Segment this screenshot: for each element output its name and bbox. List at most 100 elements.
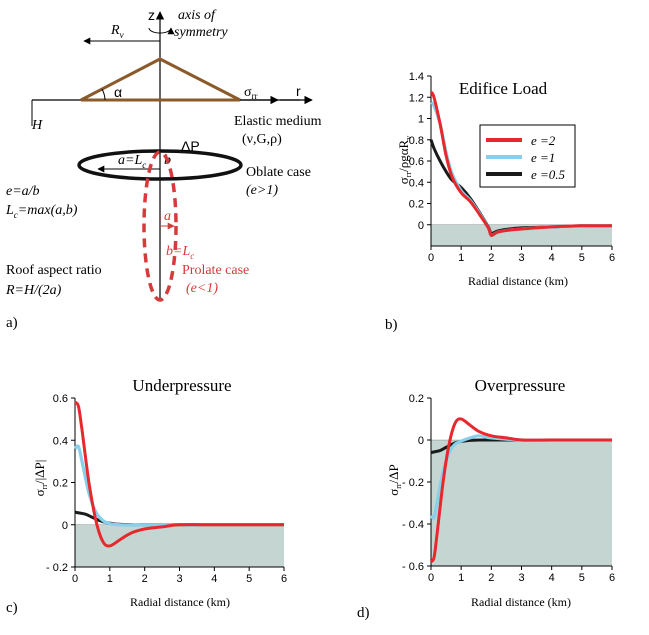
y-tick-label: 0 (62, 520, 68, 532)
x-tick-label: 2 (488, 572, 494, 584)
y-tick-label: 0.2 (409, 199, 424, 211)
sigma-label: σrr (244, 85, 258, 101)
x-tick-label: 3 (518, 572, 524, 584)
prolate-case-label: Prolate case (182, 263, 249, 278)
roof-ratio-def: R=H/(2a) (5, 283, 62, 298)
panel-label-c: c) (6, 600, 18, 616)
rotation-arrow-icon (148, 27, 175, 35)
legend-label: e =0.5 (531, 167, 566, 182)
oblate-reservoir (77, 149, 243, 181)
r-label: r (296, 83, 301, 99)
x-tick-label: 3 (176, 573, 182, 585)
y-tick-label: 0.6 (409, 156, 424, 168)
chart-title: Underpressure (132, 376, 231, 395)
y-axis-label-sub: rr (40, 484, 49, 490)
y-tick-label: 0 (418, 435, 424, 447)
y-axis-label-sub: rr (394, 483, 403, 489)
y-axis-label: σrr/|ΔP| (32, 460, 49, 497)
y-axis-label-rest: /ρgαR (396, 139, 411, 171)
shaded-region (431, 224, 612, 246)
y-axis-label-sub2: v (404, 136, 413, 140)
x-tick-label: 4 (211, 573, 217, 585)
y-tick-label: - 0.6 (402, 561, 424, 573)
x-axis-label: Radial distance (km) (471, 595, 571, 609)
chart-edifice-load: 0 1 2 3 4 5 6 0 0.2 0.4 0.6 0.8 1 1.2 1.4 Edifice Load R… (396, 71, 615, 288)
schematic-panel: z axis of symmetry Rv α σrr r H Elastic … (5, 7, 322, 302)
y-tick-label: 1.4 (409, 71, 424, 83)
y-tick-label: 0.6 (53, 393, 68, 405)
y-tick-label: 0.4 (409, 177, 424, 189)
chart-title: Overpressure (475, 376, 566, 395)
series-line-e1 (73, 444, 284, 527)
x-tick-label: 6 (281, 573, 287, 585)
x-tick-label: 2 (488, 252, 494, 264)
x-tick-label: 0 (428, 252, 434, 264)
x-tick-label: 0 (428, 572, 434, 584)
y-axis-label-sigma: σ (386, 489, 401, 496)
chart-title: Edifice Load (459, 79, 548, 98)
axis-label-line1: axis of (178, 8, 217, 23)
series-line-e2 (73, 400, 284, 548)
elastic-medium-label: Elastic medium (234, 114, 322, 129)
x-tick-label: 5 (579, 252, 585, 264)
x-tick-label: 3 (518, 252, 524, 264)
b-eq-lc-label: b=Lc (166, 244, 194, 261)
x-axis-label: Radial distance (km) (130, 595, 230, 609)
y-tick-label: 0.4 (53, 435, 68, 447)
y-axis-label: σrr/ΔP (386, 464, 403, 496)
shaded-region (431, 440, 612, 566)
x-tick-label: 4 (549, 252, 555, 264)
lc-definition: Lc=max(a,b) (5, 203, 78, 220)
x-tick-label: 5 (246, 573, 252, 585)
a-prolate-label: a (164, 209, 171, 224)
alpha-arc (101, 88, 106, 101)
x-tick-label: 4 (549, 572, 555, 584)
x-tick-label: 1 (458, 252, 464, 264)
series-line-e2 (429, 90, 613, 237)
roof-ratio-label: Roof aspect ratio (6, 263, 102, 278)
series-line-e2 (429, 417, 612, 563)
y-tick-label: 0.2 (409, 393, 424, 405)
y-axis-label-sigma: σ (396, 177, 411, 184)
y-axis-label: σrr/ρgαRv (396, 136, 413, 184)
y-axis-label-sigma: σ (32, 489, 47, 496)
y-axis-label-sub: rr (404, 172, 413, 178)
rv-label: Rv (110, 23, 124, 40)
chart-underpressure: 0 1 2 3 4 5 6 - 0.2 0 0.2 0.4 0.6 Underpressure Radia… (32, 376, 287, 609)
y-tick-label: 1 (418, 114, 424, 126)
oblate-condition-label: (e>1) (246, 183, 278, 198)
y-tick-label: - 0.2 (402, 477, 424, 489)
y-tick-label: 0.2 (53, 478, 68, 490)
legend-label: e =2 (531, 133, 556, 148)
panel-label-d: d) (357, 605, 370, 621)
y-tick-label: 1.2 (409, 92, 424, 104)
chart-overpressure: 0 1 2 3 4 5 6 - 0.6 - 0.4 - 0.2 0 0.2 Overpressure Ra… (386, 376, 615, 609)
axis-label-line2: symmetry (174, 25, 228, 40)
panel-label-b: b) (385, 317, 398, 333)
e-definition: e=a/b (6, 184, 40, 199)
z-label: z (148, 7, 155, 23)
y-axis-label-rest: /|ΔP| (32, 460, 47, 484)
y-tick-label: - 0.2 (46, 562, 68, 574)
x-tick-label: 1 (458, 572, 464, 584)
alpha-label: α (114, 84, 122, 100)
prolate-condition-label: (e<1) (186, 281, 218, 296)
y-tick-label: - 0.4 (402, 519, 424, 531)
oblate-case-label: Oblate case (246, 165, 311, 180)
legend-label: e =1 (531, 150, 555, 165)
x-tick-label: 5 (579, 572, 585, 584)
y-tick-label: 0.8 (409, 135, 424, 147)
legend: e =2 e =1 e =0.5 (479, 124, 576, 188)
x-tick-label: 6 (609, 252, 615, 264)
h-label: H (31, 118, 43, 133)
elastic-params-label: (ν,G,ρ) (242, 132, 282, 147)
edifice-triangle (80, 57, 241, 102)
y-tick-label: 0 (418, 220, 424, 232)
x-tick-label: 2 (142, 573, 148, 585)
dp-label: ΔP (181, 138, 200, 154)
x-tick-label: 6 (609, 572, 615, 584)
y-axis-label-rest: /ΔP (386, 464, 401, 483)
a-eq-lc-label: a=Lc (118, 153, 146, 170)
x-axis-label: Radial distance (km) (468, 274, 568, 288)
